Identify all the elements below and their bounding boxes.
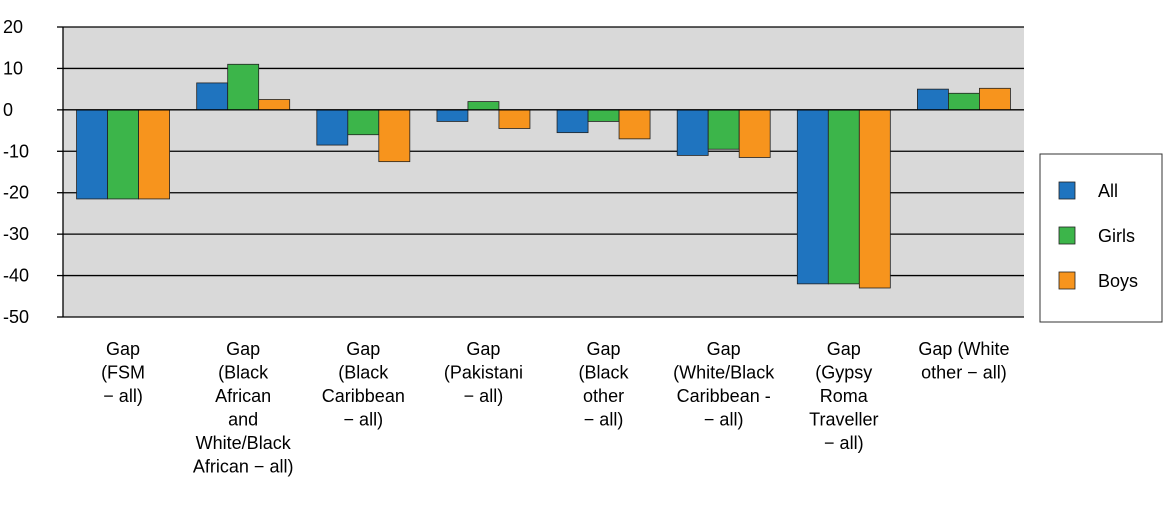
x-category-label-line: Caribbean — [322, 386, 405, 406]
y-tick-label: 10 — [3, 58, 23, 78]
x-category-label-line: − all) — [344, 410, 384, 430]
x-category-label-line: (Black — [218, 363, 269, 383]
bar-all — [796, 109, 829, 285]
bar-girls — [707, 109, 740, 150]
bars — [76, 63, 1011, 289]
x-category-label: Gap (White other − all) — [918, 339, 1009, 383]
x-category-label-line: Roma — [820, 386, 869, 406]
legend-swatch-boys — [1058, 271, 1076, 290]
legend-label-boys: Boys — [1098, 271, 1138, 291]
x-category-label-line: (Gypsy — [815, 363, 872, 383]
y-tick-label: -10 — [3, 141, 29, 161]
legend: All Girls Boys — [1039, 153, 1163, 323]
y-tick-label: 0 — [3, 100, 13, 120]
bar-girls — [948, 92, 980, 111]
x-category-label-line: (White/Black — [673, 363, 775, 383]
x-category-label-line: other — [583, 386, 624, 406]
x-category-label-line: (FSM — [101, 363, 145, 383]
bar-boys — [378, 109, 411, 163]
bar-boys — [738, 109, 771, 158]
x-category-label: Gap (FSM − all) — [101, 339, 145, 406]
bar-all — [917, 88, 949, 111]
x-category-label-line: − all) — [103, 386, 143, 406]
bar-boys — [858, 109, 891, 289]
x-category-label-line: other − all) — [921, 363, 1007, 383]
bar-all — [676, 109, 709, 156]
bar-all — [556, 109, 589, 134]
x-category-label: Gap (Pakistani − all) — [444, 339, 523, 406]
legend-swatch-girls — [1058, 226, 1076, 245]
x-category-label: Gap (Gypsy Roma Traveller − all) — [809, 339, 878, 453]
bar-all — [76, 109, 108, 200]
x-category-label-line: − all) — [584, 410, 624, 430]
x-category-label: Gap (Black African and White/Black African − … — [193, 339, 294, 477]
x-axis-category-labels: Gap (FSM − all) Gap (Black African and White/Bl… — [101, 339, 1009, 477]
x-category-label-line: Gap — [226, 339, 260, 359]
bar-all — [436, 109, 469, 122]
x-category-label-line: Gap — [346, 339, 380, 359]
x-category-label-line: White/Black — [196, 433, 292, 453]
x-category-label-line: and — [228, 410, 258, 430]
bar-boys — [138, 109, 170, 200]
y-tick-label: -30 — [3, 224, 29, 244]
bar-boys — [498, 109, 531, 129]
x-category-label-line: African — [215, 386, 271, 406]
bar-boys — [979, 87, 1011, 111]
x-category-label-line: Gap — [707, 339, 741, 359]
y-tick-label: 20 — [3, 17, 23, 37]
legend-swatch-all — [1058, 181, 1076, 200]
x-category-label-line: Caribbean - — [677, 386, 771, 406]
x-category-label-line: Gap (White — [918, 339, 1009, 359]
x-category-label-line: (Black — [579, 363, 630, 383]
x-category-label-line: (Black — [338, 363, 389, 383]
bar-boys — [618, 109, 651, 140]
bar-all — [196, 82, 229, 111]
x-category-label: Gap (Black Caribbean − all) — [322, 339, 405, 430]
bar-girls — [227, 63, 260, 111]
x-category-label-line: Gap — [106, 339, 140, 359]
legend-label-girls: Girls — [1098, 226, 1135, 246]
x-category-label-line: − all) — [704, 410, 744, 430]
x-category-label: Gap (Black other − all) — [579, 339, 630, 430]
y-tick-label: -40 — [3, 266, 29, 286]
x-category-label-line: (Pakistani — [444, 363, 523, 383]
bar-girls — [347, 109, 380, 136]
x-category-label-line: Gap — [466, 339, 500, 359]
x-category-label-line: − all) — [824, 433, 864, 453]
y-tick-label: -50 — [3, 307, 29, 327]
bar-girls — [107, 109, 139, 200]
x-category-label-line: African − all) — [193, 457, 294, 477]
bar-girls — [827, 109, 860, 285]
x-category-label-line: Traveller — [809, 410, 878, 430]
x-category-label-line: − all) — [464, 386, 504, 406]
y-tick-label: -20 — [3, 183, 29, 203]
x-category-label-line: Gap — [587, 339, 621, 359]
x-category-label: Gap (White/Black Caribbean - − all) — [673, 339, 775, 430]
y-axis-ticks: 20 10 0 -10 -20 -30 -40 -50 — [3, 17, 29, 327]
legend-label-all: All — [1098, 181, 1118, 201]
bar-boys — [258, 99, 291, 111]
bar-girls — [467, 101, 500, 111]
bar-all — [316, 109, 349, 146]
bar-girls — [587, 109, 620, 122]
x-category-label-line: Gap — [827, 339, 861, 359]
